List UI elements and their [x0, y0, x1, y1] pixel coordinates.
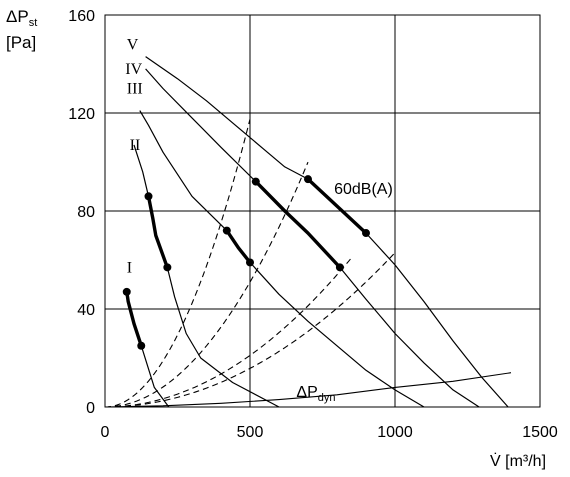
system-curves	[104, 118, 396, 408]
fan-curves	[126, 56, 509, 408]
curve-label-I: I	[127, 259, 132, 276]
operating-segment-III	[225, 228, 252, 265]
dynamic-pressure-curve	[104, 372, 512, 408]
x-tick-label: 1000	[377, 424, 413, 441]
fan-curve-V	[145, 56, 509, 408]
operating-segment-I	[125, 290, 143, 348]
operating-point	[246, 258, 254, 267]
x-tick-label: 500	[237, 424, 264, 441]
operating-point	[362, 229, 370, 238]
system-curve	[105, 252, 396, 408]
operating-point	[122, 287, 131, 296]
operating-point	[163, 263, 172, 272]
operating-segment-II	[146, 194, 169, 270]
annotations: 60dB(A) ΔPdyn	[296, 181, 392, 404]
dynamic-pressure-label: ΔPdyn	[296, 384, 335, 404]
operating-segment-IV	[254, 179, 342, 270]
operating-segments	[122, 175, 370, 350]
fan-curve-III	[139, 110, 425, 408]
system-curve	[105, 257, 352, 408]
plot-area-frame	[104, 14, 541, 408]
dynamic-pressure-line	[104, 372, 512, 408]
operating-point	[144, 192, 153, 201]
operating-point	[137, 341, 146, 350]
operating-point	[222, 226, 231, 235]
system-curve	[104, 118, 251, 408]
y-tick-label: 0	[86, 400, 95, 417]
x-tick-label: 0	[101, 424, 110, 441]
operating-segment-V	[306, 177, 368, 235]
operating-point	[304, 175, 312, 184]
curve-label-V: V	[127, 36, 139, 53]
x-tick-label: 1500	[522, 424, 558, 441]
x-axis-label: V̇ [m³/h]	[490, 452, 546, 470]
y-axis-unit: [Pa]	[6, 33, 36, 52]
grid-lines	[105, 15, 540, 407]
system-curve	[105, 161, 309, 408]
y-tick-label: 80	[77, 204, 95, 221]
curve-label-IV: IV	[125, 61, 142, 78]
y-tick-label: 40	[77, 302, 95, 319]
operating-point	[335, 263, 344, 272]
curve-label-II: II	[130, 137, 141, 154]
curve-label-III: III	[127, 80, 143, 97]
y-tick-label: 160	[68, 8, 95, 25]
noise-level-annotation: 60dB(A)	[334, 181, 393, 198]
operating-point	[251, 177, 260, 186]
y-tick-label: 120	[68, 106, 95, 123]
y-axis-label: ΔPst	[6, 7, 37, 29]
fan-curve-I	[126, 289, 170, 408]
tick-labels: 0 500 1000 1500 0 40 80 120 160	[68, 8, 558, 441]
fan-curve-II	[133, 144, 280, 408]
